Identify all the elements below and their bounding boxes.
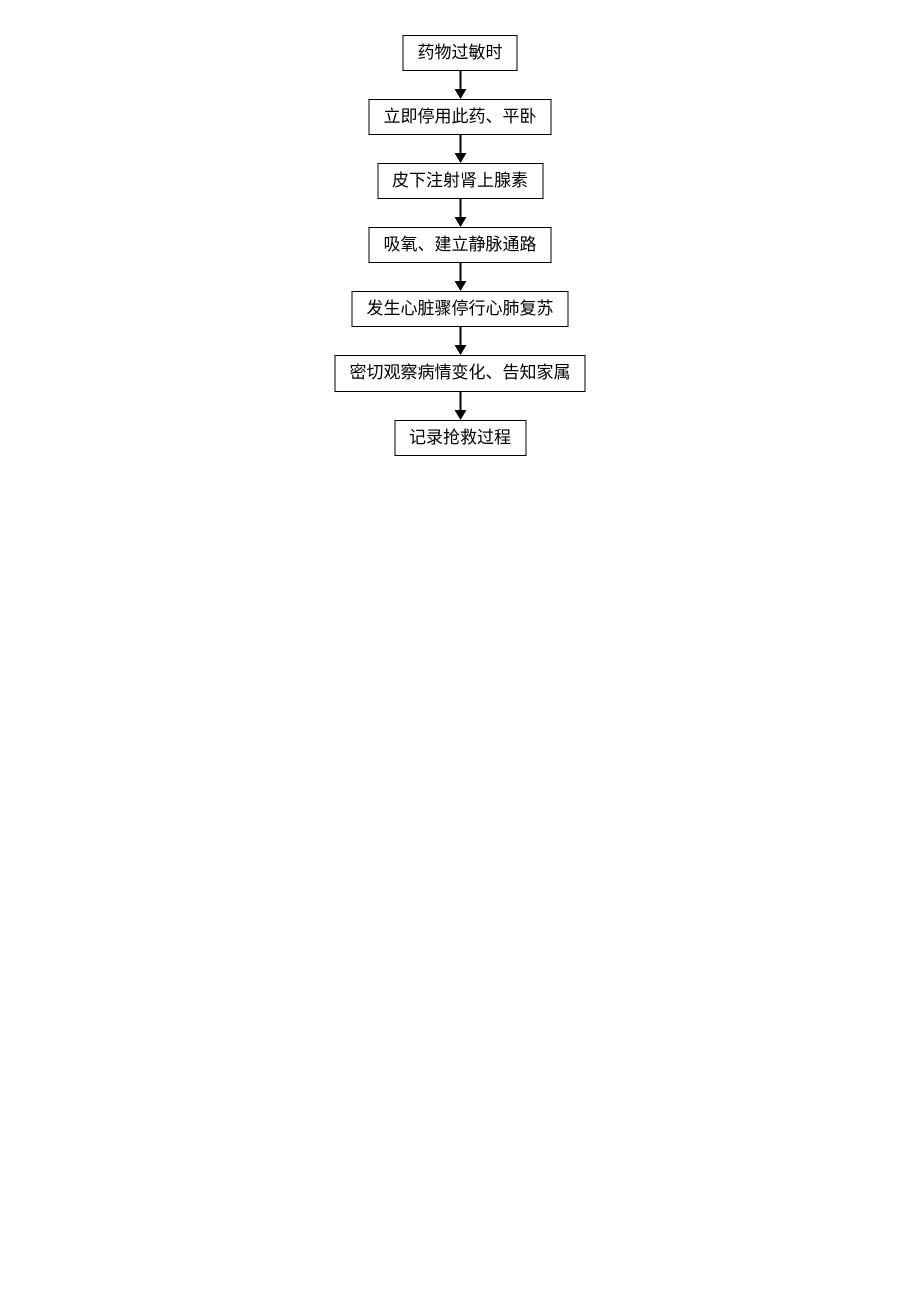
flowchart-container: 药物过敏时 立即停用此药、平卧 皮下注射肾上腺素 吸氧、建立静脉通路 发生心脏骤… (335, 35, 586, 456)
flowchart-node-7: 记录抢救过程 (394, 420, 526, 456)
flowchart-node-4: 吸氧、建立静脉通路 (369, 227, 552, 263)
flowchart-node-1: 药物过敏时 (403, 35, 518, 71)
flowchart-node-2: 立即停用此药、平卧 (369, 99, 552, 135)
flowchart-arrow (454, 392, 466, 420)
flowchart-arrow (454, 71, 466, 99)
flowchart-node-6: 密切观察病情变化、告知家属 (335, 355, 586, 391)
flowchart-arrow (454, 327, 466, 355)
flowchart-node-5: 发生心脏骤停行心肺复苏 (352, 291, 569, 327)
flowchart-arrow (454, 135, 466, 163)
flowchart-arrow (454, 263, 466, 291)
flowchart-node-3: 皮下注射肾上腺素 (377, 163, 543, 199)
flowchart-arrow (454, 199, 466, 227)
